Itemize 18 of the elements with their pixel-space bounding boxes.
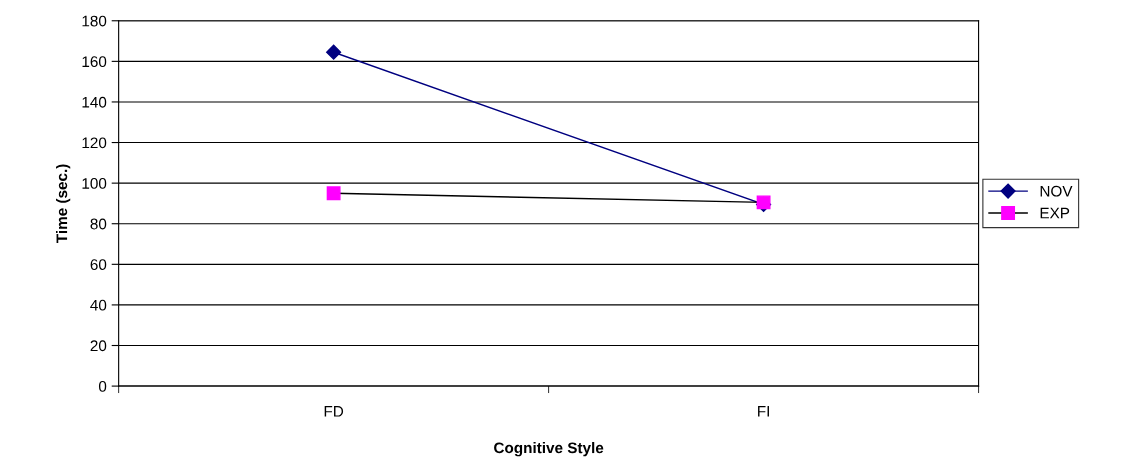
x-axis-title: Cognitive Style [494,442,604,457]
point [326,186,341,201]
y-tick-label: 180 [82,15,107,27]
y-tick-label: 80 [90,218,107,230]
y-tick-label: 0 [98,380,107,392]
y-tick-label: 20 [90,340,107,352]
y-tick-label: 60 [90,259,107,271]
x-tick-label: FI [758,406,769,417]
y-axis-title: Time (sec.) [56,164,71,244]
legend-label: EXP [1040,207,1070,219]
y-tick-label: 160 [82,56,107,68]
x-tick-label: FD [324,406,344,417]
legend-label: NOV [1040,185,1073,197]
y-tick-label: 40 [90,299,107,311]
point [326,44,342,60]
y-tick-label: 140 [82,96,107,108]
y-tick-label: 100 [82,178,107,189]
y-tick-label: 120 [82,137,107,149]
